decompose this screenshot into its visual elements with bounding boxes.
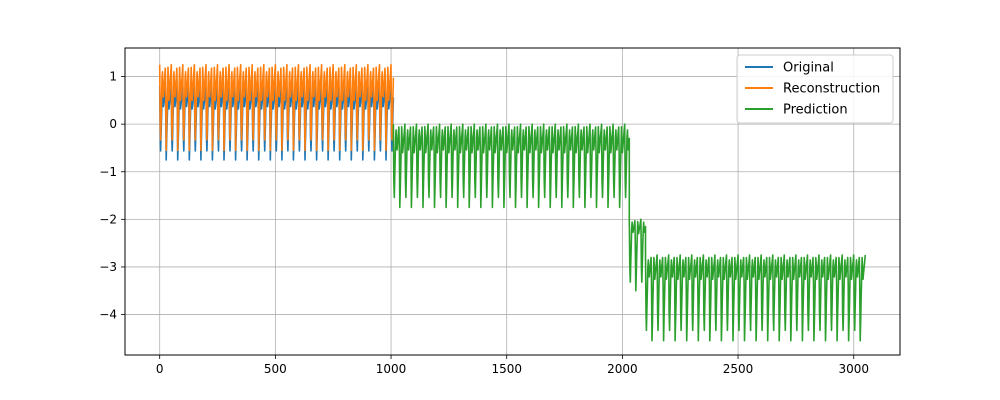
plot-area-frame <box>124 47 901 356</box>
axis-ticks: 0 500 1000 1500 2000 2500 3000 1 0 −1 −2 −3 −4 <box>99 70 869 376</box>
y-tick-label: −3 <box>99 260 117 274</box>
y-tick-label: 0 <box>109 117 117 131</box>
x-tick-label: 0 <box>156 362 164 376</box>
x-tick-label: 500 <box>264 362 287 376</box>
y-tick-label: −2 <box>99 212 117 226</box>
x-tick-label: 2500 <box>723 362 754 376</box>
legend-label: Prediction <box>783 103 848 118</box>
series-line-reconstruction <box>158 63 395 152</box>
series-line-original <box>158 85 395 161</box>
legend: Original Reconstruction Prediction <box>736 54 894 124</box>
y-tick-label: −4 <box>99 308 117 322</box>
legend-label: Reconstruction <box>783 82 880 97</box>
legend-label: Original <box>783 61 834 76</box>
x-tick-label: 1000 <box>376 362 407 376</box>
legend-box <box>736 54 894 124</box>
x-tick-label: 1500 <box>491 362 522 376</box>
y-tick-label: −1 <box>99 165 117 179</box>
x-tick-label: 2000 <box>607 362 638 376</box>
series-line-prediction <box>392 123 867 342</box>
y-tick-label: 1 <box>109 70 117 84</box>
x-tick-label: 3000 <box>838 362 869 376</box>
series-lines <box>158 63 867 342</box>
